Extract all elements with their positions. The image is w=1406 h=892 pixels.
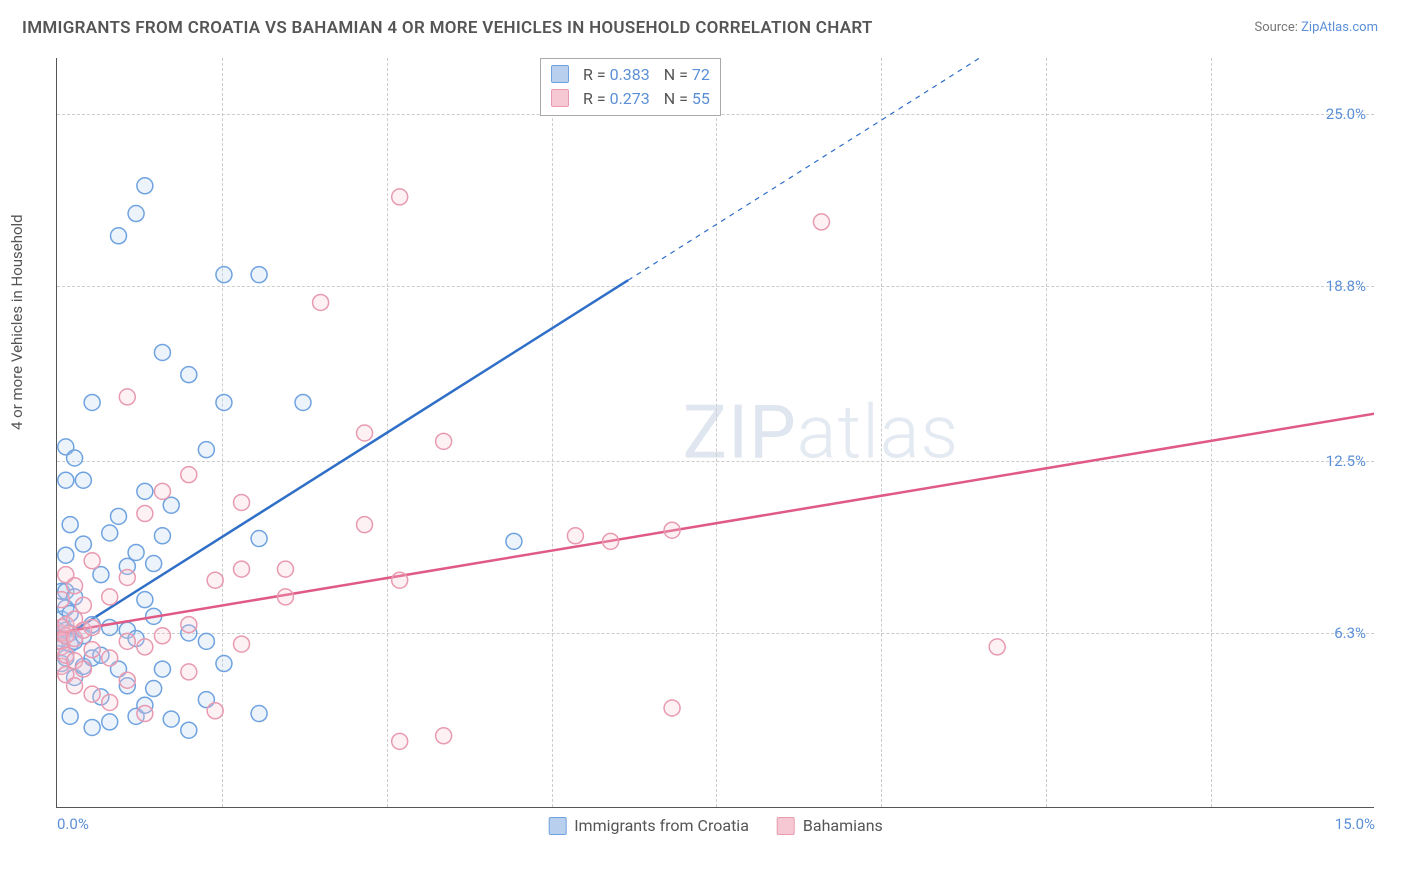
x-tick-label: 0.0%	[57, 815, 89, 833]
bottom-legend: Immigrants from Croatia Bahamians	[548, 816, 883, 835]
y-axis-label: 4 or more Vehicles in Household	[8, 214, 26, 430]
legend-swatch	[777, 817, 795, 835]
scatter-plot-svg	[57, 58, 1374, 807]
source-link[interactable]: ZipAtlas.com	[1301, 20, 1378, 35]
legend-swatch	[548, 817, 566, 835]
source-prefix: Source:	[1254, 20, 1301, 35]
legend-label: Bahamians	[803, 816, 883, 835]
legend-item: Immigrants from Croatia	[548, 816, 749, 835]
stats-row: R = 0.383N = 72	[551, 62, 710, 86]
plot-area: ZIPatlas R = 0.383N = 72R = 0.273N = 55 …	[56, 58, 1374, 808]
series-swatch	[551, 65, 569, 83]
stats-legend-box: R = 0.383N = 72R = 0.273N = 55	[540, 58, 721, 116]
legend-item: Bahamians	[777, 816, 883, 835]
stats-row: R = 0.273N = 55	[551, 86, 710, 110]
series-swatch	[551, 89, 569, 107]
x-tick-label: 15.0%	[1335, 815, 1375, 833]
legend-label: Immigrants from Croatia	[574, 816, 749, 835]
chart-title: IMMIGRANTS FROM CROATIA VS BAHAMIAN 4 OR…	[22, 18, 873, 38]
source-label: Source: ZipAtlas.com	[1254, 20, 1378, 35]
